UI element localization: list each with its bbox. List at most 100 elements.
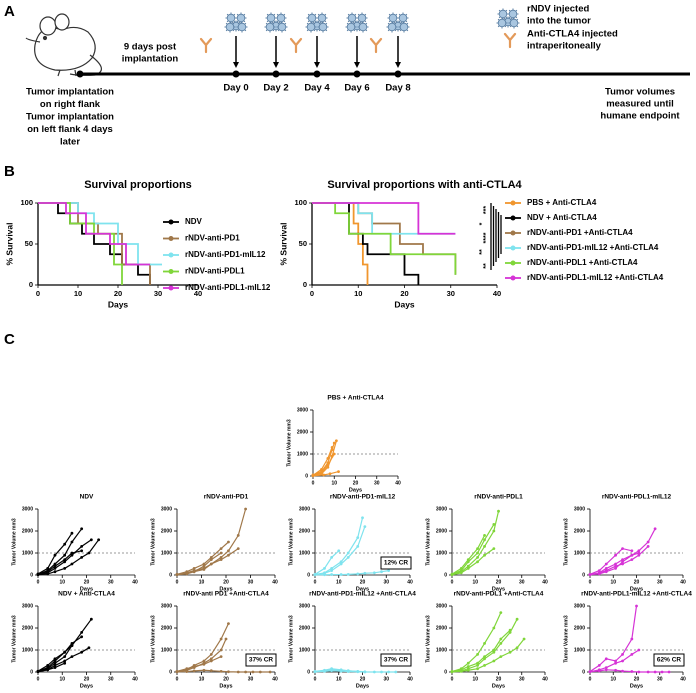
- legend-marker: [510, 230, 516, 236]
- annotation-box: [380, 653, 412, 667]
- legend-marker: [168, 269, 174, 274]
- tumor-point: [323, 567, 326, 570]
- y-tick-label: 1000: [161, 647, 172, 653]
- tumor-point: [339, 560, 343, 564]
- timeline-text: later: [60, 137, 80, 148]
- y-tick-label: 2000: [574, 528, 585, 534]
- tumor-point: [46, 567, 50, 570]
- y-tick-label: 1000: [436, 550, 447, 556]
- legend-text: rNDV-anti-PDL1-mIL12 +Anti-CTLA4: [527, 273, 664, 282]
- timeline-text: Tumor implantation: [26, 112, 114, 123]
- x-axis-label: Days: [492, 683, 505, 689]
- tumor-point: [499, 655, 503, 658]
- tumor-point: [330, 569, 334, 572]
- tumor-point: [621, 659, 624, 663]
- chart-title: NDV + Anti-CTLA4: [58, 591, 115, 598]
- tumor-point: [508, 631, 512, 634]
- survival-curve: [312, 202, 456, 235]
- x-tick-label: 40: [542, 579, 548, 585]
- tumor-point: [236, 547, 240, 550]
- virus-body: [498, 9, 508, 19]
- virus-icon: [496, 8, 520, 29]
- x-tick-label: 0: [314, 676, 317, 682]
- tumor-point: [380, 570, 383, 574]
- y-tick-label: 1000: [22, 647, 33, 653]
- y-tick-label: 0: [307, 572, 310, 578]
- y-tick-label: 100: [294, 198, 307, 207]
- tumor-point: [483, 545, 486, 548]
- x-axis-label: Days: [630, 586, 643, 592]
- tumor-point: [53, 570, 57, 574]
- tumor-point: [459, 569, 463, 572]
- virus-icon: [345, 12, 369, 33]
- y-axis-label: Tumor Volume mm3: [563, 615, 569, 663]
- y-tick-label: 0: [303, 280, 307, 289]
- legend-text: PBS + Anti-CTLA4: [527, 198, 597, 207]
- x-tick-label: 20: [496, 579, 502, 585]
- legend-text: NDV + Anti-CTLA4: [527, 213, 597, 222]
- y-tick-label: 3000: [574, 603, 585, 609]
- tumor-point: [209, 659, 213, 663]
- tumor-point: [323, 573, 326, 577]
- x-tick-label: 20: [400, 289, 408, 298]
- y-axis-label: % Survival: [4, 223, 14, 266]
- tumor-point: [330, 567, 334, 570]
- tumor-curve: [176, 552, 222, 576]
- x-tick-label: 40: [407, 676, 413, 682]
- y-tick-label: 0: [169, 669, 172, 675]
- y-tick-label: 1000: [297, 451, 308, 457]
- virus-icon: [224, 12, 248, 33]
- timeline-text: on right flank: [40, 99, 101, 110]
- tumor-point: [46, 666, 50, 669]
- x-axis-label: Days: [349, 487, 362, 493]
- tumor-point: [635, 604, 638, 608]
- timeline-dot: [353, 70, 361, 78]
- x-tick-label: 0: [37, 579, 40, 585]
- tumor-point: [515, 617, 519, 621]
- x-tick-label: 30: [657, 579, 663, 585]
- tumor-point: [70, 655, 74, 658]
- tumor-point: [70, 553, 74, 557]
- y-tick-label: 0: [29, 280, 33, 289]
- tumor-point: [192, 669, 196, 673]
- survival-curve: [312, 202, 457, 275]
- tumor-curve: [314, 668, 358, 673]
- tumor-point: [320, 468, 323, 471]
- tumor-point: [597, 669, 601, 673]
- tumor-point: [476, 653, 479, 656]
- tumor-point: [53, 553, 57, 557]
- virus-body: [358, 22, 368, 32]
- tumor-point: [466, 567, 470, 570]
- tumor-point: [209, 669, 213, 673]
- virus-body: [509, 18, 519, 28]
- tumor-point: [53, 564, 57, 568]
- y-axis-label: Tumor Volume mm3: [425, 615, 431, 663]
- x-tick-label: 40: [493, 289, 501, 298]
- tumor-curve: [176, 656, 222, 672]
- virus-body: [266, 13, 276, 23]
- mouse-icon: [25, 13, 102, 77]
- tumor-point: [53, 567, 57, 570]
- legend-marker: [168, 219, 174, 225]
- tumor-point: [614, 562, 617, 566]
- tumor-point: [219, 655, 223, 658]
- tumor-point: [646, 545, 650, 548]
- tumor-point: [346, 556, 350, 559]
- tumor-point: [604, 666, 608, 669]
- tumor-point: [621, 669, 624, 673]
- tumor-point: [363, 525, 367, 528]
- legend-text: rNDV-anti-PDL1-mIL12: [185, 283, 271, 292]
- tumor-point: [597, 572, 601, 576]
- survival-curve: [38, 202, 150, 266]
- y-tick-label: 0: [30, 572, 33, 578]
- tumor-point: [363, 571, 367, 575]
- tumor-point: [459, 669, 463, 673]
- tumor-point: [202, 568, 206, 571]
- legend-marker: [168, 252, 174, 258]
- timeline-text: Tumor volumes: [605, 87, 675, 98]
- y-tick-label: 2000: [161, 528, 172, 534]
- day-label: Day 0: [223, 83, 248, 94]
- tumor-point: [63, 655, 67, 658]
- x-tick-label: 20: [84, 676, 90, 682]
- x-tick-label: 0: [176, 579, 179, 585]
